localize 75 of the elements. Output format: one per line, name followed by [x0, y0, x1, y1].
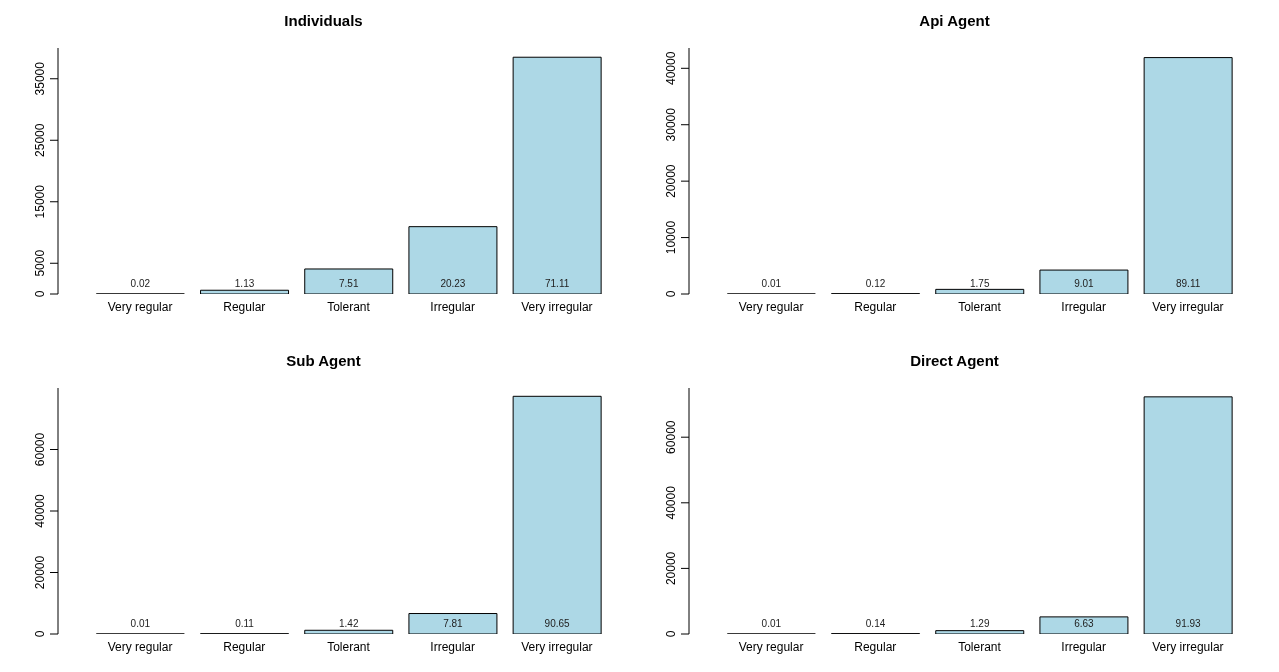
y-tick-label: 10000	[664, 220, 678, 255]
y-tick-label: 40000	[664, 51, 678, 85]
x-tick-label: Regular	[223, 299, 266, 314]
x-tick-label: Very irregular	[1152, 299, 1224, 314]
y-tick-label: 20000	[664, 551, 678, 586]
y-tick-label: 20000	[33, 555, 47, 590]
y-tick-label: 0	[664, 290, 678, 298]
bar	[408, 613, 498, 634]
annotation: 7.81	[443, 618, 464, 629]
x-tick-label: Tolerant	[958, 299, 1002, 314]
x-tick-label: Irregular	[430, 639, 476, 654]
annotation: 1.75	[970, 278, 990, 289]
y-tick-label: 60000	[33, 432, 47, 467]
x-tick-label: Very regular	[107, 639, 173, 654]
annotation: 1.29	[970, 618, 990, 629]
bar	[512, 56, 602, 294]
x-tick-label: Regular	[223, 639, 266, 654]
annotation: 0.11	[235, 618, 255, 629]
y-tick-label: 0	[33, 630, 47, 638]
x-tick-label: Very irregular	[521, 639, 593, 654]
annotation: 71.11	[544, 278, 570, 289]
annotation: 0.01	[761, 618, 782, 629]
annotation: 89.11	[1175, 278, 1201, 289]
annotation: 0.12	[865, 278, 886, 289]
bar	[935, 630, 1025, 634]
y-tick-label: 40000	[664, 485, 678, 520]
chart-title: Direct Agent	[909, 352, 1000, 369]
annotation: 7.51	[339, 278, 359, 289]
x-tick-label: Tolerant	[327, 639, 371, 654]
bar	[1143, 57, 1233, 294]
y-tick-label: 0	[664, 630, 678, 638]
annotation: 0.01	[761, 278, 782, 289]
y-tick-label: 35000	[33, 61, 47, 96]
annotation: 91.93	[1175, 618, 1202, 629]
annotation: 0.14	[865, 618, 886, 629]
annotation: 6.63	[1074, 618, 1095, 629]
annotation: 1.42	[339, 618, 359, 629]
annotation: 0.02	[130, 278, 151, 289]
bar	[200, 289, 290, 294]
y-tick-label: 5000	[33, 249, 47, 277]
x-tick-label: Very regular	[107, 299, 173, 314]
y-tick-label: 15000	[33, 184, 47, 219]
x-tick-label: Irregular	[1061, 639, 1107, 654]
x-tick-label: Very regular	[738, 639, 804, 654]
bar	[304, 268, 394, 294]
y-tick-label: 0	[33, 290, 47, 298]
y-tick-label: 25000	[33, 123, 47, 157]
annotation: 0.01	[130, 618, 151, 629]
x-tick-label: Regular	[854, 639, 897, 654]
x-tick-label: Irregular	[430, 299, 476, 314]
y-tick-label: 60000	[664, 420, 678, 454]
bar	[1039, 616, 1129, 634]
bar	[935, 288, 1025, 294]
bar	[512, 395, 602, 634]
x-tick-label: Tolerant	[958, 639, 1002, 654]
y-tick-label: 40000	[33, 493, 47, 528]
y-tick-label: 30000	[664, 107, 678, 142]
annotation: 90.65	[544, 618, 571, 629]
bar	[304, 629, 394, 634]
x-tick-label: Irregular	[1061, 299, 1107, 314]
bar	[1039, 269, 1129, 294]
x-tick-label: Regular	[854, 299, 897, 314]
x-tick-label: Tolerant	[327, 299, 371, 314]
annotation: 20.23	[440, 278, 466, 289]
bar	[1143, 396, 1233, 634]
annotation: 9.01	[1074, 278, 1095, 289]
chart-title: Sub Agent	[285, 352, 362, 369]
x-tick-label: Very irregular	[1152, 639, 1224, 654]
annotation: 1.13	[234, 278, 255, 289]
bar	[408, 226, 498, 294]
x-tick-label: Very regular	[738, 299, 804, 314]
chart-title: Api Agent	[918, 12, 991, 29]
y-tick-label: 20000	[664, 164, 678, 198]
x-tick-label: Very irregular	[521, 299, 593, 314]
chart-title: Individuals	[283, 12, 364, 29]
